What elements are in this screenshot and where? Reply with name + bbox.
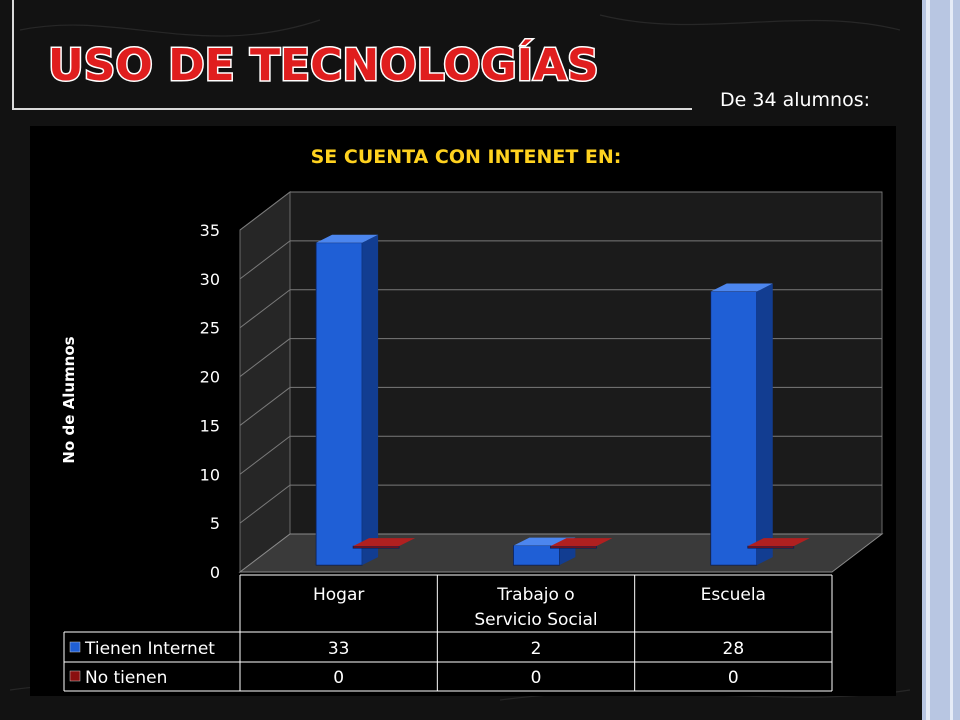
category-label: Servicio Social bbox=[474, 610, 597, 630]
bar-tienen-internet bbox=[315, 234, 379, 566]
legend-label: Tienen Internet bbox=[84, 639, 215, 659]
bar-no-tienen bbox=[747, 538, 810, 549]
bars-layer bbox=[315, 234, 810, 566]
y-tick-label: 10 bbox=[200, 465, 220, 484]
back-wall bbox=[289, 191, 883, 535]
bar-tienen-internet bbox=[710, 283, 773, 566]
bar-front bbox=[550, 545, 597, 549]
bar-top bbox=[550, 538, 613, 547]
y-tick-label: 15 bbox=[200, 416, 220, 435]
legend-key bbox=[69, 670, 81, 682]
chart-title: SE CUENTA CON INTENET EN: bbox=[311, 146, 622, 168]
slide-title: USO DE TECNOLOGÍAS bbox=[48, 38, 599, 91]
data-value-label: 0 bbox=[728, 668, 739, 688]
bar-top bbox=[316, 234, 379, 243]
bar-front bbox=[352, 545, 400, 549]
y-tick-label: 30 bbox=[200, 270, 220, 289]
bar-front bbox=[747, 545, 795, 549]
gridline bbox=[239, 435, 291, 475]
bar-top bbox=[353, 538, 416, 547]
side-wall bbox=[239, 190, 291, 574]
title-underline bbox=[12, 108, 692, 110]
data-value-label: 33 bbox=[328, 639, 350, 659]
y-tick-label: 25 bbox=[200, 319, 220, 338]
bar-side bbox=[756, 283, 773, 566]
category-label: Trabajo o bbox=[496, 585, 574, 605]
slide-subtitle: De 34 alumnos: bbox=[720, 89, 870, 111]
bar-top bbox=[747, 538, 810, 547]
bar-front bbox=[710, 291, 758, 566]
gridline bbox=[239, 338, 291, 377]
gridline bbox=[239, 289, 291, 329]
gridline bbox=[239, 240, 291, 280]
gridline bbox=[239, 191, 291, 231]
data-value-label: 0 bbox=[531, 668, 542, 688]
gridline bbox=[239, 387, 291, 426]
category-label: Hogar bbox=[313, 585, 364, 605]
y-tick-label: 35 bbox=[200, 221, 220, 240]
bar-front bbox=[315, 242, 363, 566]
data-value-label: 28 bbox=[723, 639, 745, 659]
bar-no-tienen bbox=[352, 538, 416, 549]
bar-no-tienen bbox=[550, 538, 613, 549]
y-axis-title: No de Alumnos bbox=[60, 336, 78, 463]
legend-label: No tienen bbox=[85, 668, 167, 688]
plot-area: 0 5 10 15 20 25 30 35 bbox=[200, 190, 884, 582]
y-tick-label: 0 bbox=[210, 563, 220, 582]
data-table: Hogar Trabajo o Servicio Social Escuela Tien… bbox=[63, 574, 833, 692]
bar-top bbox=[710, 283, 773, 292]
y-tick-label: 20 bbox=[200, 368, 220, 387]
y-tick-label: 5 bbox=[210, 514, 220, 533]
data-value-label: 2 bbox=[531, 639, 542, 659]
gridline bbox=[239, 484, 291, 524]
category-label: Escuela bbox=[701, 585, 766, 605]
data-value-label: 0 bbox=[333, 668, 344, 688]
bar-side bbox=[362, 234, 379, 566]
legend-key bbox=[69, 641, 81, 653]
